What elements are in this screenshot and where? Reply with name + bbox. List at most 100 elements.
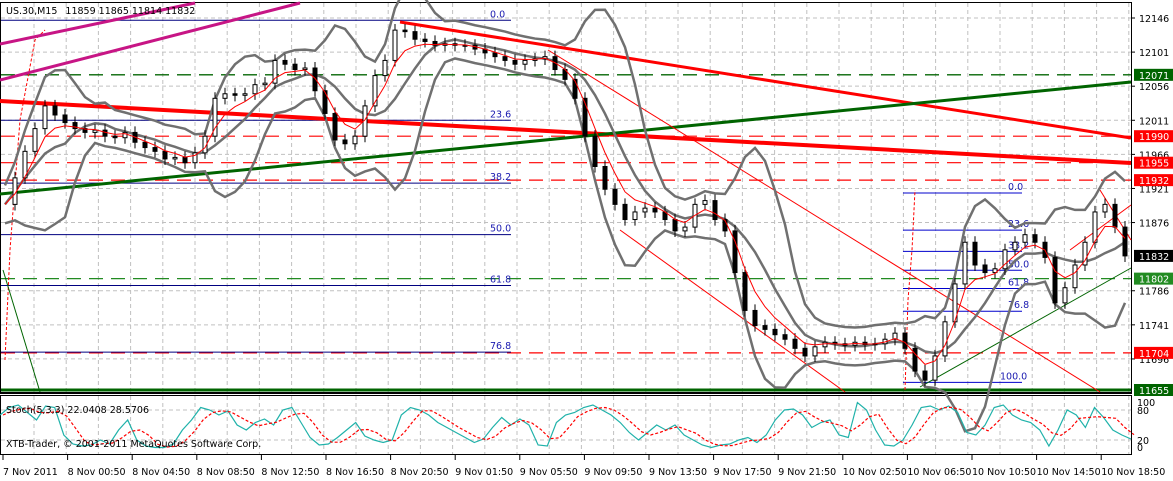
candle-body [582, 97, 588, 137]
price-tag [1134, 68, 1173, 81]
candle-body [112, 135, 118, 139]
time-label: 9 Nov 09:50 [584, 467, 642, 478]
candle-body [22, 150, 28, 179]
candle-body [62, 114, 68, 124]
price-tick: 12146 [1139, 14, 1169, 25]
time-label: 9 Nov 13:50 [649, 467, 707, 478]
bollinger-upper [3, 0, 1126, 329]
time-label: 8 Nov 12:50 [261, 467, 319, 478]
candle-body [122, 131, 128, 139]
candle-body [192, 152, 198, 164]
ma-line [4, 43, 1126, 365]
red-thick-trendline [0, 99, 1132, 165]
candle-body [312, 67, 318, 92]
time-label: 9 Nov 01:50 [455, 467, 513, 478]
candle-body [292, 63, 298, 71]
candlesticks [12, 24, 1128, 387]
candle-body [262, 82, 268, 86]
candle-body [392, 29, 398, 61]
price-tag-label: 11655 [1139, 386, 1169, 397]
price-tag [1134, 346, 1173, 359]
candle-body [1062, 287, 1068, 304]
candle-body [172, 156, 178, 160]
red-descending-trendline [399, 20, 1132, 140]
candle-body [42, 105, 48, 130]
candle-body [422, 38, 428, 42]
fib-label: 61.8 [490, 274, 511, 285]
candle-body [942, 321, 948, 357]
price-tag [1134, 384, 1173, 396]
candle-body [892, 332, 898, 340]
candle-body [1082, 241, 1088, 266]
candle-body [972, 241, 978, 266]
stoch-signal-line [2, 406, 1135, 448]
candle-body [492, 52, 498, 58]
fib-label: 50.0 [490, 224, 511, 235]
fib-label: 38.2 [1008, 240, 1029, 251]
candle-body [1092, 211, 1098, 243]
fib-label: 0.0 [1008, 182, 1023, 193]
candle-body [932, 355, 938, 381]
candle-body [672, 219, 678, 232]
candle-body [1002, 249, 1008, 270]
candle-body [412, 31, 418, 40]
price-tick: 11966 [1139, 150, 1169, 161]
price-tick: 12101 [1139, 48, 1169, 59]
stoch-label: Stoch(5,3,3) 22.0408 28.5706 [6, 405, 149, 416]
candle-body [332, 112, 338, 141]
candle-body [572, 78, 578, 99]
magenta-channel-lower [0, 1, 301, 82]
candle-body [32, 128, 38, 152]
candle-body [592, 135, 598, 167]
candle-body [402, 29, 408, 33]
fib-label: 100.0 [1000, 371, 1027, 382]
candle-body [92, 129, 98, 133]
candle-body [812, 346, 818, 357]
candle-body [792, 338, 798, 349]
price-tag-label: 11990 [1139, 132, 1169, 143]
grid [1, 3, 1131, 454]
candle-body [242, 93, 248, 96]
green-ascending-trendline [0, 80, 1132, 196]
time-label: 9 Nov 17:50 [714, 467, 772, 478]
time-axis: 7 Nov 2011 8 Nov 00:50 8 Nov 04:50 8 Nov 08… [2, 455, 1165, 478]
candle-body [1102, 203, 1108, 213]
price-tag-label: 11704 [1139, 349, 1169, 360]
candle-body [1022, 234, 1028, 243]
time-label: 9 Nov 21:50 [778, 467, 836, 478]
time-label: 10 Nov 14:50 [1037, 467, 1101, 478]
stoch-main-line [0, 401, 1132, 449]
fib-label: 50.0 [1008, 259, 1029, 270]
candle-body [1012, 241, 1018, 251]
candle-body [502, 56, 508, 61]
fib-label: 38.2 [490, 172, 511, 183]
fib-label: 76.8 [490, 341, 511, 352]
candle-body [702, 200, 708, 205]
candle-body [1032, 234, 1038, 243]
time-label: 8 Nov 16:50 [326, 467, 384, 478]
price-tick: 11696 [1139, 355, 1169, 366]
candle-body [72, 122, 78, 130]
time-label: 10 Nov 02:50 [843, 467, 907, 478]
candle-body [922, 370, 928, 381]
price-tag [1134, 174, 1173, 187]
candle-body [602, 165, 608, 190]
price-axis: 12146 12101 12056 12011 11966 11921 11876 11786… [1131, 14, 1173, 454]
candle-body [522, 59, 528, 65]
fib-label: 76.8 [1008, 300, 1029, 311]
price-tag-label: 11802 [1139, 275, 1169, 286]
candle-body [372, 75, 378, 107]
candle-body [342, 139, 348, 145]
candle-body [182, 156, 188, 164]
candle-body [982, 264, 988, 274]
candle-body [732, 230, 738, 274]
candle-body [52, 105, 58, 116]
candle-body [742, 272, 748, 311]
magenta-channel-upper [0, 1, 196, 46]
candle-body [512, 59, 518, 65]
candle-body [232, 93, 238, 96]
candle-body [712, 200, 718, 221]
candle-body [352, 135, 358, 145]
candle-body [152, 147, 158, 152]
